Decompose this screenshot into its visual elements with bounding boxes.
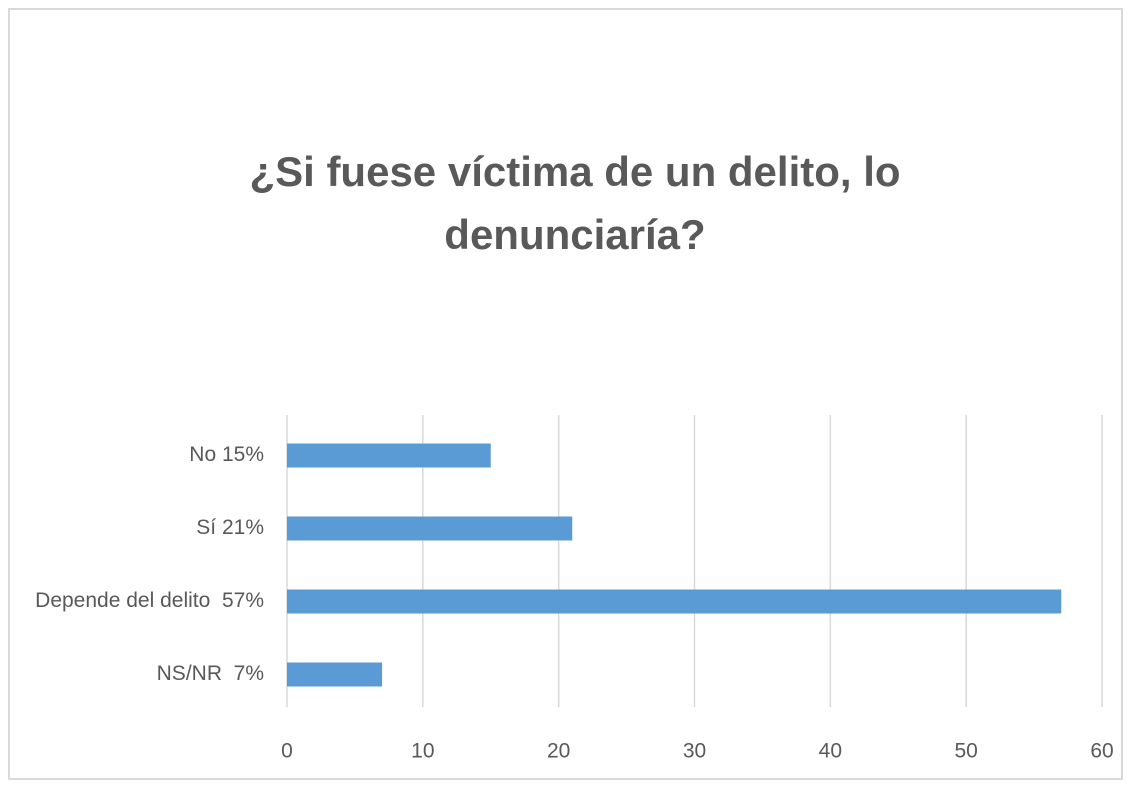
y-tick-label: No 15% (189, 443, 264, 466)
bar (287, 662, 383, 687)
x-tick-label: 50 (954, 740, 977, 763)
x-tick-label: 40 (819, 740, 842, 763)
y-tick-label: Depende del delito 57% (35, 589, 264, 612)
x-tick-label: 30 (683, 740, 706, 763)
bar (287, 589, 1062, 614)
x-tick-label: 20 (547, 740, 570, 763)
bar (287, 516, 573, 541)
x-tick-label: 60 (1090, 740, 1113, 763)
chart-frame (8, 8, 1123, 780)
x-tick-label: 0 (281, 740, 293, 763)
y-tick-label: NS/NR 7% (157, 662, 264, 685)
y-tick-label: Sí 21% (196, 516, 264, 539)
x-tick-label: 10 (411, 740, 434, 763)
bar (287, 443, 491, 468)
chart-title: ¿Si fuese víctima de un delito, lo denun… (249, 148, 901, 258)
